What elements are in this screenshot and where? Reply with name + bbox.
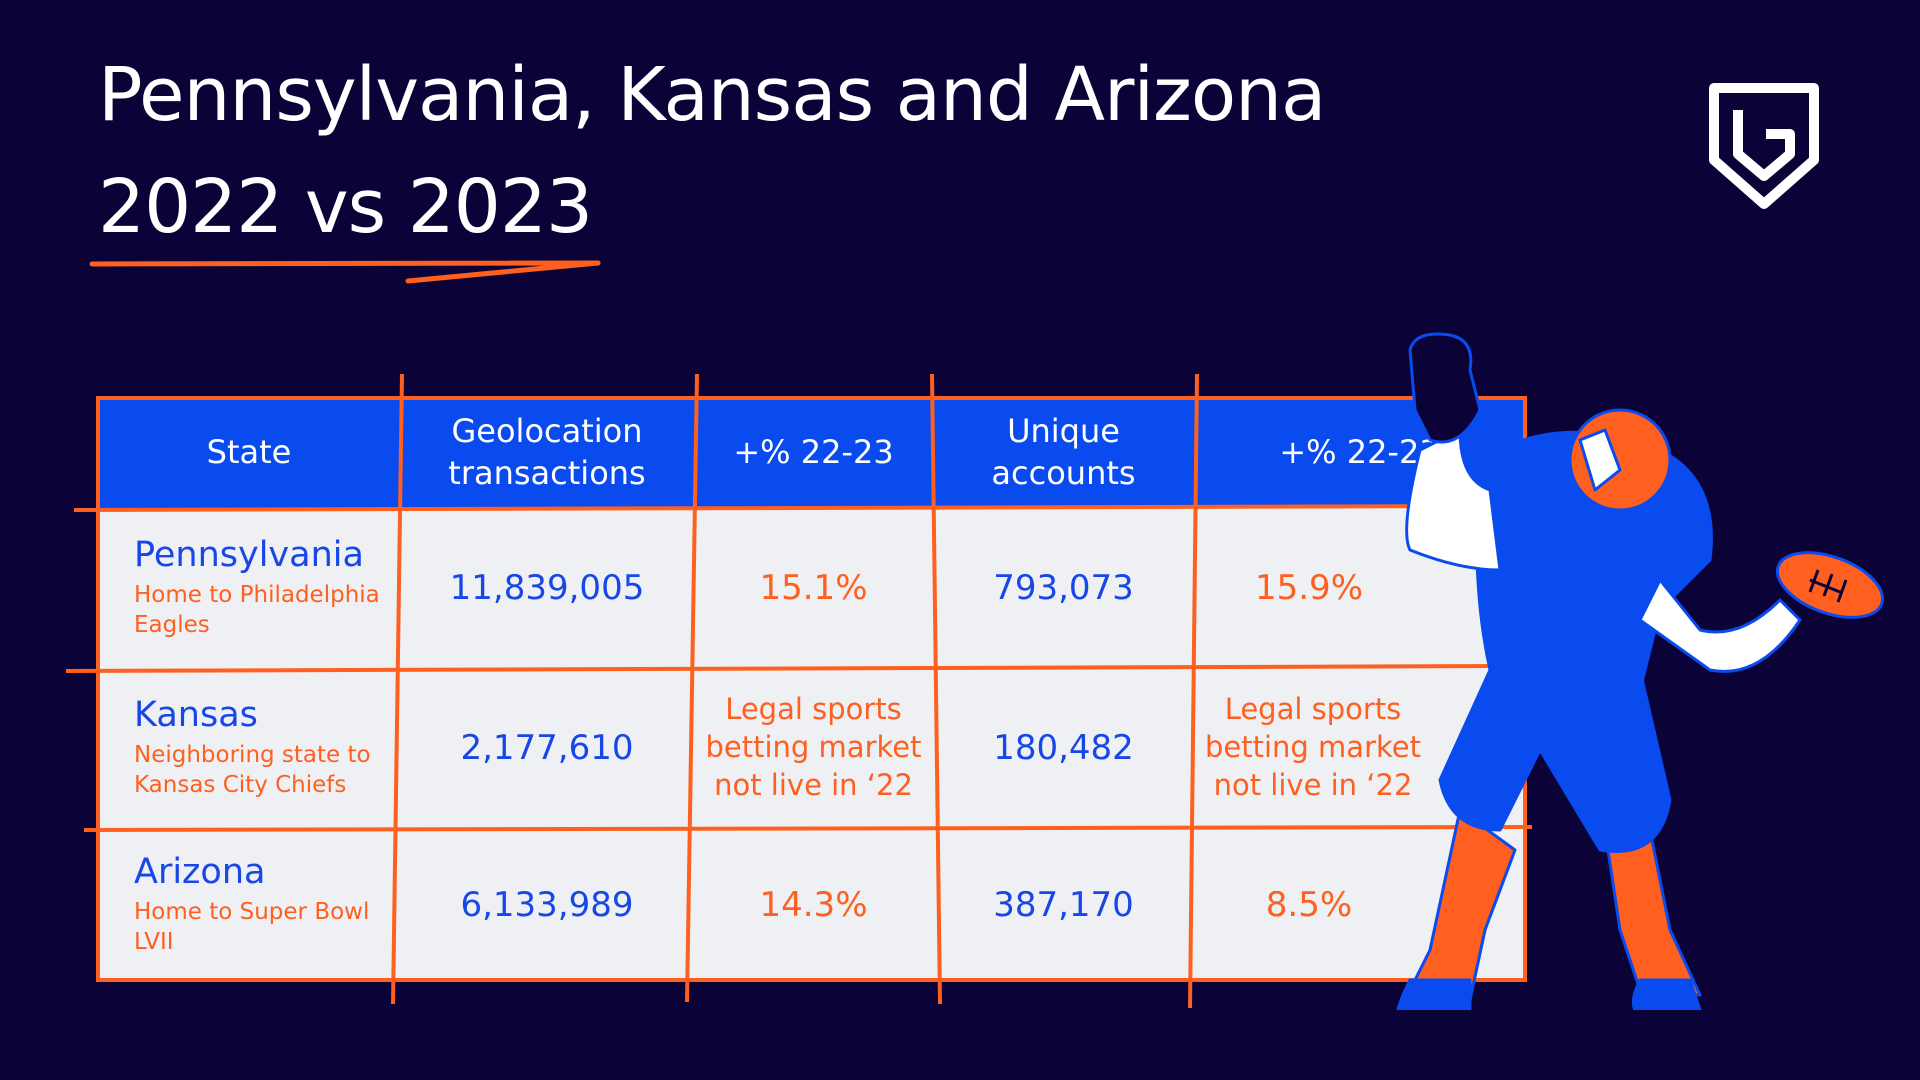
table-row-state: Kansas Neighboring state to Kansas City … bbox=[134, 667, 384, 829]
geo-pct-value: Legal sports betting market not live in … bbox=[705, 692, 922, 802]
accounts-value: 180,482 bbox=[993, 728, 1134, 768]
header-geo-pct: +% 22-23 bbox=[694, 398, 933, 508]
header-geolocation: Geolocation transactions bbox=[400, 398, 694, 508]
header-state: State bbox=[98, 398, 400, 508]
geo-value: 2,177,610 bbox=[460, 728, 634, 768]
football-player-illustration-icon bbox=[1396, 332, 1885, 1010]
header-accounts: Unique accounts bbox=[933, 398, 1194, 508]
table-row-state: Arizona Home to Super Bowl LVII bbox=[134, 829, 384, 980]
stats-table: State Geolocation transactions +% 22-23 … bbox=[98, 398, 1525, 980]
state-name: Arizona bbox=[134, 851, 266, 892]
state-note: Home to Super Bowl LVII bbox=[134, 898, 370, 955]
state-note: Home to Philadelphia Eagles bbox=[134, 581, 380, 638]
state-name: Kansas bbox=[134, 695, 258, 736]
title-line-2: 2022 vs 2023 bbox=[98, 164, 593, 250]
accounts-value: 793,073 bbox=[993, 567, 1134, 608]
geo-value: 6,133,989 bbox=[460, 884, 634, 925]
shield-g-logo-icon bbox=[1709, 83, 1819, 209]
geo-pct-value: 15.1% bbox=[759, 567, 868, 608]
title-line-1: Pennsylvania, Kansas and Arizona bbox=[98, 52, 1326, 138]
accounts-value: 387,170 bbox=[993, 884, 1134, 925]
geo-pct-value: 14.3% bbox=[759, 884, 868, 925]
state-name: Pennsylvania bbox=[134, 534, 364, 575]
geo-value: 11,839,005 bbox=[449, 567, 645, 608]
underline-arrow-icon bbox=[89, 260, 601, 284]
table-row-state: Pennsylvania Home to Philadelphia Eagles bbox=[134, 508, 384, 667]
state-note: Neighboring state to Kansas City Chiefs bbox=[134, 742, 371, 798]
